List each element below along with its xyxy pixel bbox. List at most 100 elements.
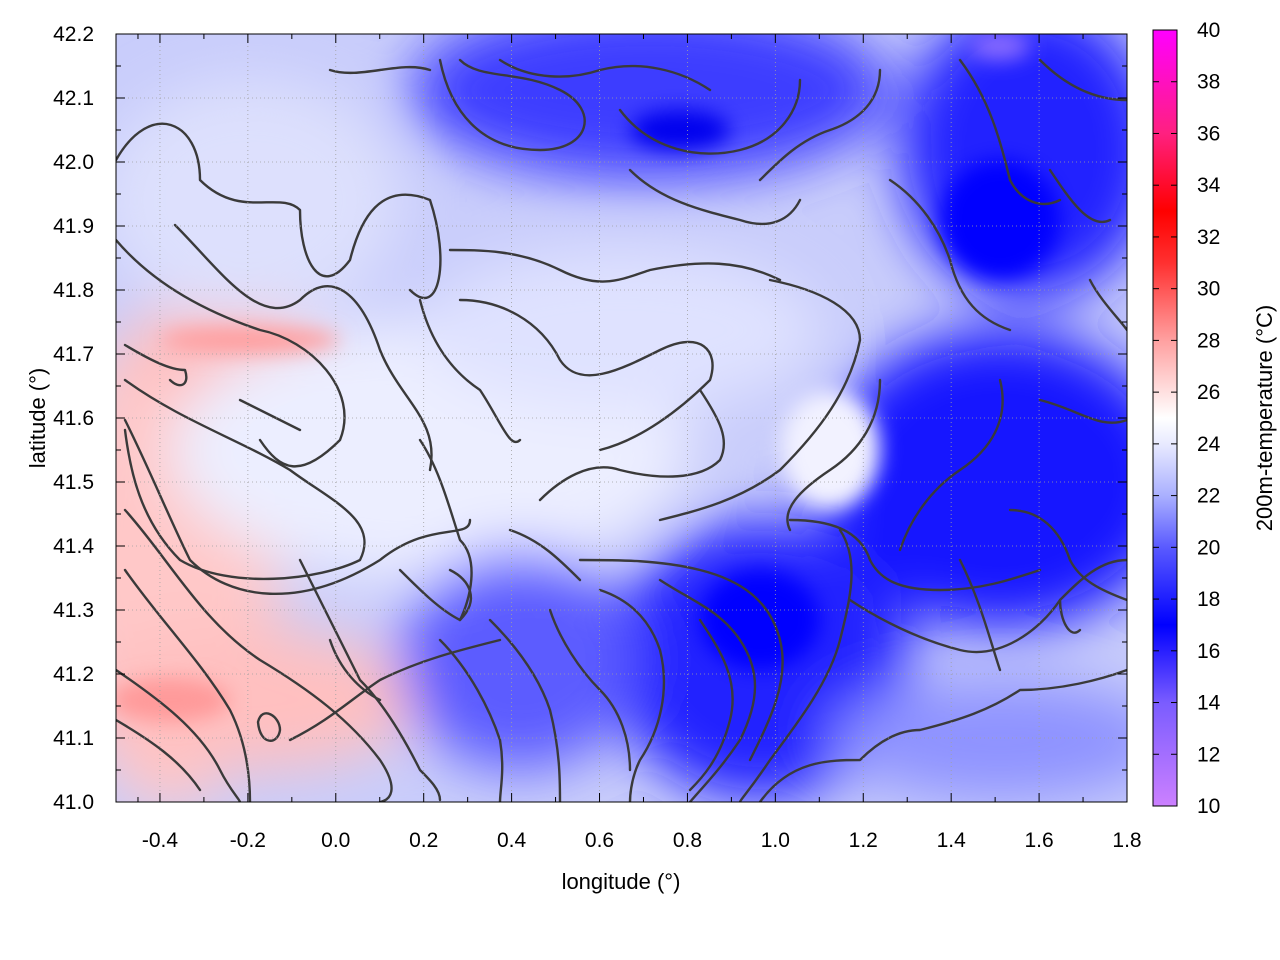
colorbar-tick-label: 10: [1197, 795, 1220, 818]
colorbar-tick-label: 14: [1197, 692, 1221, 715]
contour-line: [578, 558, 784, 762]
contour-lines: [116, 58, 1127, 802]
x-tick-label: 0.6: [585, 829, 614, 852]
contour-line: [958, 558, 1002, 672]
contour-line: [418, 438, 473, 622]
contour-line: [786, 378, 882, 532]
contour-line: [658, 578, 757, 802]
x-tick-label: 1.0: [761, 829, 790, 852]
contour-line: [848, 558, 1127, 654]
contour-line: [438, 58, 586, 152]
y-tick-label: 41.1: [53, 727, 94, 750]
contour-line: [418, 298, 522, 444]
y-tick-label: 41.5: [53, 471, 94, 494]
y-tick-label: 42.2: [53, 23, 94, 46]
contour-line: [628, 168, 802, 226]
contour-line: [688, 618, 734, 792]
colorbar-scale: [1152, 29, 1178, 807]
contour-line: [758, 668, 1127, 802]
contour-line: [438, 638, 504, 802]
contour-line: [123, 378, 366, 581]
contour-line: [328, 65, 432, 75]
colorbar-tick-label: 32: [1197, 226, 1220, 249]
contour-line: [1038, 398, 1127, 424]
contour-line: [548, 608, 632, 772]
colorbar-tick-label: 28: [1197, 329, 1220, 352]
contour-line: [116, 718, 202, 792]
contour-line: [256, 712, 282, 742]
contour-line: [618, 78, 802, 155]
x-tick-label: 0.8: [673, 829, 702, 852]
colorbar-tick-label: 18: [1197, 588, 1220, 611]
colorbar-tick-label: 40: [1197, 19, 1220, 42]
x-tick-label: -0.4: [142, 829, 179, 852]
y-tick-label: 41.4: [53, 535, 94, 558]
contour-line: [658, 278, 862, 522]
contour-line: [598, 588, 666, 802]
colorbar-ticks: [1153, 29, 1177, 807]
contour-line: [758, 68, 882, 182]
x-tick-label: 0.4: [497, 829, 527, 852]
colorbar-tick-label: 16: [1197, 640, 1220, 663]
contour-line: [238, 398, 302, 432]
x-tick-label: 1.8: [1112, 829, 1141, 852]
y-tick-label: 41.9: [53, 215, 94, 238]
x-tick-label: 1.6: [1024, 829, 1053, 852]
contour-line: [173, 223, 433, 472]
y-axis-title: latitude (°): [25, 368, 50, 469]
axis-ticks: [116, 33, 1128, 803]
x-tick-label: 0.0: [321, 829, 350, 852]
y-tick-label: 41.7: [53, 343, 94, 366]
contour-line: [123, 343, 188, 387]
contour-line: [898, 378, 1004, 552]
colorbar-tick-label: 22: [1197, 485, 1220, 508]
colorbar: 10 12 14 16 18 20 22 24 26 28 30 32 34 36 38 40 200m-te…: [1152, 19, 1277, 818]
x-axis-tick-labels: -0.4 -0.2 0.0 0.2 0.4 0.6 0.8 1.0 1.2 1.4 1.6 1.8: [142, 829, 1142, 852]
contour-line: [123, 568, 252, 802]
contour-line: [448, 248, 782, 283]
contour-line: [1058, 598, 1082, 634]
contour-line: [738, 528, 853, 802]
contour-line: [498, 58, 712, 92]
y-tick-label: 41.6: [53, 407, 94, 430]
colorbar-tick-label: 34: [1197, 174, 1221, 197]
contour-line: [458, 298, 714, 452]
contour-line: [116, 668, 242, 802]
y-tick-label: 41.0: [53, 791, 94, 814]
contour-line: [116, 238, 346, 468]
y-tick-label: 41.8: [53, 279, 94, 302]
colorbar-tick-label: 38: [1197, 71, 1220, 94]
contour-line: [788, 518, 1042, 592]
colorbar-tick-labels: 10 12 14 16 18 20 22 24 26 28 30 32 34 36 38 40: [1197, 19, 1221, 818]
colorbar-tick-label: 12: [1197, 743, 1220, 766]
contour-line: [1008, 508, 1127, 602]
colorbar-tick-label: 30: [1197, 278, 1220, 301]
contour-line: [508, 528, 582, 582]
y-tick-label: 42.1: [53, 87, 94, 110]
contour-line: [1048, 168, 1112, 224]
y-tick-label: 41.3: [53, 599, 94, 622]
y-axis-tick-labels: 41.0 41.1 41.2 41.3 41.4 41.5 41.6 41.7 41.8 41.9…: [53, 23, 94, 814]
colorbar-title: 200m-temperature (°C): [1252, 305, 1277, 531]
colorbar-tick-label: 36: [1197, 122, 1220, 145]
x-tick-label: 1.4: [937, 829, 967, 852]
x-tick-label: -0.2: [230, 829, 266, 852]
y-tick-label: 41.2: [53, 663, 94, 686]
contour-line: [116, 122, 442, 299]
x-tick-label: 1.2: [849, 829, 878, 852]
colorbar-tick-label: 20: [1197, 536, 1220, 559]
heatmap-field: [116, 34, 1127, 802]
contour-line: [123, 418, 472, 596]
y-tick-label: 42.0: [53, 151, 94, 174]
contour-line: [328, 638, 382, 702]
x-tick-label: 0.2: [409, 829, 438, 852]
contour-line: [1038, 58, 1127, 102]
contour-line: [958, 58, 1062, 206]
contour-line: [123, 508, 393, 802]
contour-line: [288, 638, 502, 742]
contour-line: [538, 388, 726, 502]
contour-line: [298, 558, 442, 802]
colorbar-tick-label: 26: [1197, 381, 1220, 404]
contour-line: [488, 618, 562, 802]
